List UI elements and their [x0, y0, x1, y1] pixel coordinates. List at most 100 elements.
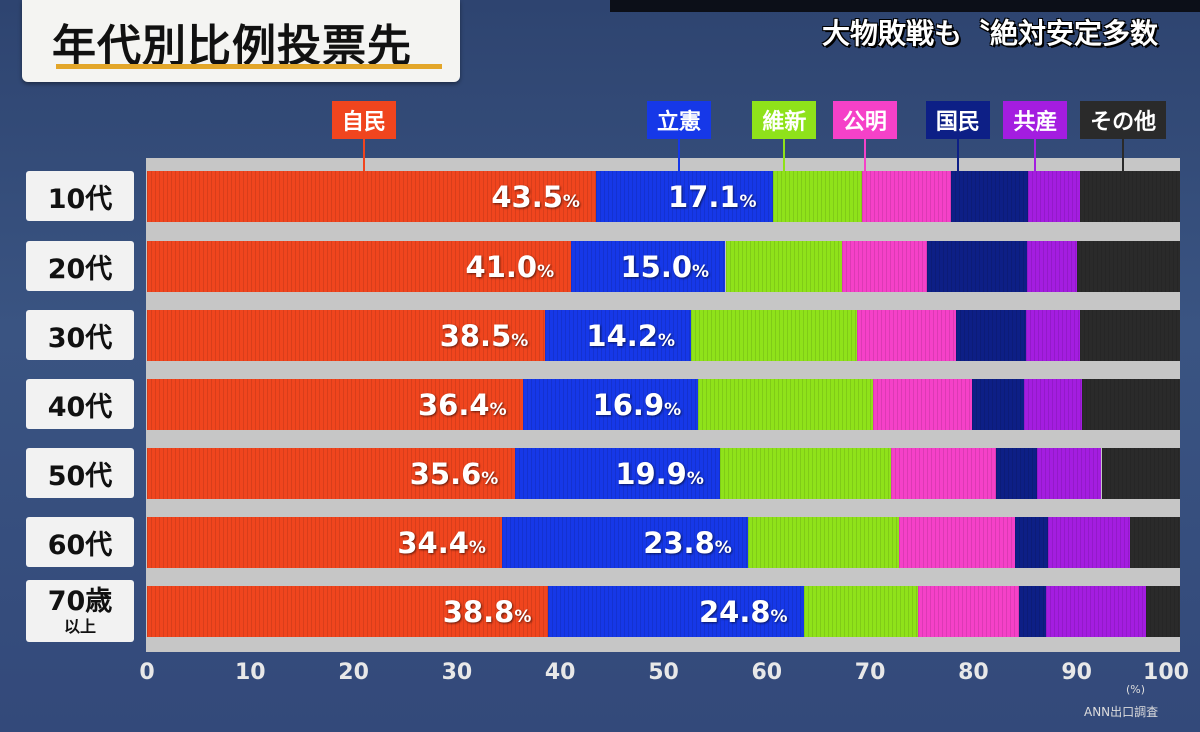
data-label-percent: %	[739, 192, 757, 212]
bar-segment-国民-2	[926, 241, 1028, 292]
bar-segment-その他-2	[1076, 241, 1180, 292]
x-tick-30: 30	[441, 660, 473, 685]
bar-segment-立憲-5	[514, 448, 721, 499]
row-label-5: 50代	[26, 448, 134, 498]
bar-segment-立憲-4	[523, 379, 698, 430]
bar-segment-公明-3	[856, 310, 956, 361]
data-label-value: 35.6	[409, 457, 482, 491]
data-label-自民-4: 36.4%	[418, 388, 507, 422]
bar-segment-自民-2	[147, 241, 571, 292]
data-label-value: 24.8	[698, 595, 771, 629]
row-label-6: 60代	[26, 517, 134, 567]
data-label-percent: %	[468, 538, 486, 558]
data-label-自民-3: 38.5%	[440, 319, 529, 353]
bar-segment-自民-1	[147, 171, 597, 222]
bar-segment-維新-2	[725, 241, 843, 292]
data-label-percent: %	[489, 400, 507, 420]
data-label-percent: %	[664, 400, 682, 420]
bar-segment-立憲-7	[547, 586, 804, 637]
top-broadcast-bar	[610, 0, 1200, 12]
bar-segment-維新-7	[804, 586, 918, 637]
bar-segment-維新-3	[691, 310, 857, 361]
data-label-自民-2: 41.0%	[466, 250, 555, 284]
bar-segment-自民-7	[147, 586, 548, 637]
x-tick-60: 60	[751, 660, 783, 685]
bar-segment-その他-5	[1101, 448, 1180, 499]
bar-segment-国民-5	[996, 448, 1038, 499]
data-label-percent: %	[511, 331, 529, 351]
data-label-value: 34.4	[397, 526, 469, 560]
data-label-value: 36.4	[418, 388, 490, 422]
row-label-3: 30代	[26, 310, 134, 360]
data-label-立憲-4: 16.9%	[593, 388, 682, 422]
bar-segment-共産-1	[1028, 171, 1080, 222]
data-label-percent: %	[481, 469, 499, 489]
data-label-立憲-1: 17.1%	[668, 180, 757, 214]
bar-segment-立憲-6	[502, 517, 749, 568]
data-label-percent: %	[692, 262, 710, 282]
bar-segment-国民-6	[1014, 517, 1048, 568]
legend-leader-その他	[1122, 139, 1125, 171]
bar-segment-公明-2	[842, 241, 927, 292]
bar-segment-国民-4	[972, 379, 1024, 430]
bar-segment-公明-7	[917, 586, 1019, 637]
data-label-自民-7: 38.8%	[443, 595, 532, 629]
bar-segment-共産-7	[1045, 586, 1146, 637]
bar-segment-維新-1	[773, 171, 862, 222]
x-tick-50: 50	[648, 660, 679, 685]
data-label-percent: %	[514, 607, 532, 627]
x-tick-70: 70	[854, 660, 886, 685]
data-label-自民-5: 35.6%	[410, 457, 499, 491]
data-label-percent: %	[657, 331, 675, 351]
bar-segment-共産-5	[1037, 448, 1102, 499]
data-label-percent: %	[537, 262, 555, 282]
bar-segment-共産-3	[1026, 310, 1080, 361]
bar-segment-その他-3	[1079, 310, 1180, 361]
row-label-4: 40代	[26, 379, 134, 429]
data-label-value: 38.8	[442, 595, 515, 629]
bar-segment-立憲-3	[544, 310, 692, 361]
title-underline	[56, 64, 442, 69]
bar-segment-国民-3	[955, 310, 1026, 361]
row-label-1: 10代	[26, 171, 134, 221]
data-label-percent: %	[686, 469, 704, 489]
legend-item-維新: 維新	[752, 101, 817, 139]
x-tick-20: 20	[338, 660, 369, 685]
bar-segment-自民-4	[147, 379, 523, 430]
bar-segment-維新-4	[697, 379, 874, 430]
title-panel: 年代別比例投票先	[22, 0, 460, 82]
data-label-立憲-3: 14.2%	[586, 319, 675, 353]
x-axis-unit: (%)	[1126, 683, 1146, 696]
x-tick-90: 90	[1061, 660, 1092, 685]
bar-segment-公明-5	[890, 448, 997, 499]
legend-leader-立憲	[677, 139, 680, 171]
data-label-立憲-6: 23.8%	[643, 526, 732, 560]
bar-segment-自民-3	[147, 310, 545, 361]
data-label-value: 16.9	[592, 388, 665, 422]
legend-leader-自民	[362, 139, 365, 171]
bar-segment-国民-7	[1018, 586, 1046, 637]
source-note: ANN出口調査	[1084, 705, 1159, 719]
headline-ticker: 大物敗戦も〝絶対安定多数	[822, 17, 1159, 50]
bar-segment-共産-2	[1027, 241, 1077, 292]
row-label-line-2: 以上	[63, 616, 96, 636]
bar-segment-自民-5	[147, 448, 515, 499]
data-label-立憲-2: 15.0%	[620, 250, 709, 284]
x-tick-80: 80	[958, 660, 989, 685]
data-label-value: 14.2	[586, 319, 658, 353]
row-label-line-1: 70歳	[47, 585, 113, 617]
bar-segment-公明-4	[873, 379, 973, 430]
row-label-2: 20代	[26, 241, 134, 291]
data-label-value: 19.9	[615, 457, 687, 491]
x-tick-100: 100	[1143, 660, 1189, 685]
bar-segment-自民-6	[147, 517, 503, 568]
legend-leader-維新	[783, 139, 786, 171]
bar-segment-共産-4	[1024, 379, 1082, 430]
bar-segment-その他-4	[1081, 379, 1180, 430]
data-label-value: 41.0	[465, 250, 538, 284]
legend-item-立憲: 立憲	[646, 101, 711, 139]
bar-segment-維新-5	[720, 448, 891, 499]
legend-item-国民: 国民	[925, 101, 990, 139]
data-label-percent: %	[562, 192, 580, 212]
legend-leader-国民	[956, 139, 959, 171]
